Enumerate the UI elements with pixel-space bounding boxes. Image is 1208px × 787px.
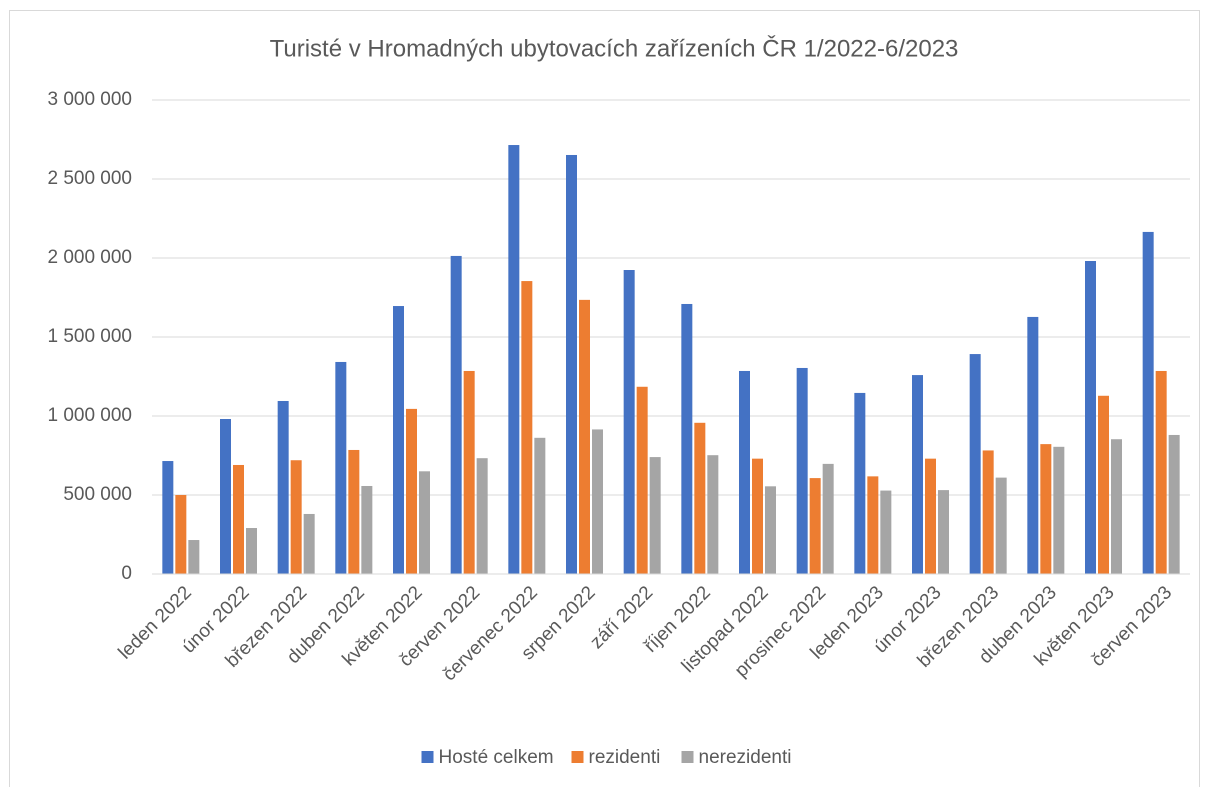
bar	[450, 255, 462, 575]
bar	[1111, 439, 1122, 574]
bar	[508, 145, 520, 574]
bar	[361, 485, 373, 574]
bar	[534, 437, 546, 574]
bar	[707, 455, 719, 574]
bar	[623, 270, 635, 574]
bar	[566, 154, 577, 574]
bar	[636, 386, 648, 574]
bar	[290, 460, 302, 574]
legend-label: rezidenti	[589, 747, 661, 768]
legend-label: Hosté celkem	[439, 747, 554, 768]
bar	[393, 306, 404, 574]
bar	[867, 476, 879, 574]
y-tick-label: 1 500 000	[47, 326, 132, 347]
bar	[681, 303, 693, 574]
bar	[246, 528, 257, 574]
y-tick-label: 0	[121, 563, 132, 584]
chart-border	[9, 10, 1200, 787]
bar	[739, 370, 750, 574]
y-tick-label: 2 500 000	[47, 168, 132, 189]
bar	[1053, 446, 1065, 574]
bar	[220, 419, 231, 574]
bar	[1155, 370, 1167, 574]
bar	[1142, 231, 1154, 574]
bar	[406, 408, 417, 574]
bar	[822, 463, 834, 574]
legend-swatch	[421, 751, 434, 763]
bar	[521, 281, 533, 574]
bar	[463, 370, 475, 574]
bar	[1098, 395, 1109, 574]
legend-swatch	[681, 751, 694, 763]
bar	[649, 457, 661, 574]
bar	[925, 458, 936, 574]
bar	[579, 299, 590, 574]
bar	[1040, 444, 1052, 574]
bar	[694, 422, 706, 574]
bar	[188, 540, 200, 574]
bar	[1027, 316, 1039, 574]
bar	[348, 449, 360, 574]
chart-title: Turisté v Hromadných ubytovacích zařízen…	[270, 34, 959, 62]
bar	[419, 471, 430, 574]
bar	[335, 361, 347, 574]
bar	[969, 354, 981, 574]
bar	[995, 477, 1007, 574]
bar	[982, 450, 994, 574]
bar	[809, 478, 821, 574]
bar	[912, 375, 923, 574]
bar	[796, 367, 808, 574]
bar	[592, 429, 603, 574]
bar	[1168, 434, 1180, 574]
legend-swatch	[571, 751, 584, 763]
bar	[752, 458, 763, 574]
bar	[303, 513, 315, 574]
y-tick-label: 3 000 000	[47, 89, 132, 110]
bar	[854, 392, 866, 574]
y-tick-label: 1 000 000	[47, 405, 132, 426]
bar	[880, 490, 892, 574]
bar	[1085, 261, 1096, 574]
y-tick-label: 2 000 000	[47, 247, 132, 268]
bar	[175, 495, 187, 574]
y-tick-label: 500 000	[63, 484, 132, 505]
bar	[476, 458, 488, 574]
bar	[233, 464, 244, 574]
bar	[162, 461, 174, 574]
bar	[277, 400, 289, 574]
bar	[938, 490, 949, 574]
legend-label: nerezidenti	[699, 747, 792, 768]
bar	[765, 486, 776, 574]
